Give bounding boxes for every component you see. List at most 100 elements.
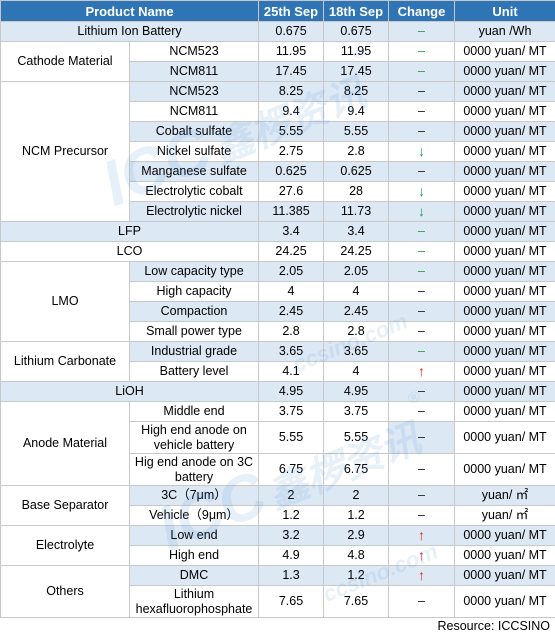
unit-cell: 0000 yuan/ MT	[454, 161, 555, 182]
change-indicator: –	[388, 585, 456, 618]
change-up-arrow-icon: ↑	[388, 565, 456, 586]
price-18-sep-cell: 2	[323, 485, 390, 506]
table-row: Base Separator 3C（7μm） 2 2 – yuan/ ㎡	[0, 485, 555, 526]
header-25th-sep: 25th Sep	[258, 0, 325, 22]
change-indicator: –	[388, 453, 456, 486]
group-label-lmo: LMO	[0, 261, 130, 342]
table-row: Lithium hexafluorophosphate 7.65 7.65 – …	[1, 585, 555, 618]
price-18-sep-cell: 17.45	[323, 61, 390, 82]
price-table: Product Name 25th Sep 18th Sep Change Un…	[0, 0, 555, 618]
unit-cell: yuan/ ㎡	[454, 485, 555, 506]
price-18-sep-cell: 2.8	[323, 141, 390, 162]
price-25-sep-cell: 3.75	[258, 401, 325, 422]
price-18-sep-cell: 6.75	[323, 453, 390, 486]
product-name-cell: LCO	[0, 241, 260, 262]
change-indicator: –	[388, 485, 456, 506]
price-18-sep-cell: 9.4	[323, 101, 390, 122]
product-name-cell: Cobalt sulfate	[128, 121, 260, 142]
unit-cell: 0000 yuan/ MT	[454, 361, 555, 382]
price-18-sep-cell: 1.2	[323, 505, 390, 526]
table-row: NCM811 17.45 17.45 – 0000 yuan/ MT	[1, 61, 555, 82]
price-18-sep-cell: 0.675	[323, 21, 390, 42]
product-name-cell: Electrolytic cobalt	[128, 181, 260, 202]
price-18-sep-cell: 2.9	[323, 525, 390, 546]
price-18-sep-cell: 4.8	[323, 545, 390, 566]
change-indicator: –	[388, 221, 456, 242]
unit-cell: 0000 yuan/ MT	[454, 565, 555, 586]
table-row: LMO Low capacity type 2.05 2.05 – 0000 y…	[0, 261, 555, 342]
change-up-arrow-icon: ↑	[388, 545, 456, 566]
price-25-sep-cell: 4.9	[258, 545, 325, 566]
group-label-cathode: Cathode Material	[0, 41, 130, 82]
table-row: NCM811 9.4 9.4 – 0000 yuan/ MT	[1, 101, 555, 122]
change-indicator: –	[388, 161, 456, 182]
group-label-anode-material: Anode Material	[0, 401, 130, 486]
product-name-cell: DMC	[128, 565, 260, 586]
unit-cell: 0000 yuan/ MT	[454, 321, 555, 342]
price-18-sep-cell: 3.75	[323, 401, 390, 422]
price-25-sep-cell: 2.75	[258, 141, 325, 162]
price-18-sep-cell: 28	[323, 181, 390, 202]
price-25-sep-cell: 2.45	[258, 301, 325, 322]
price-25-sep-cell: 11.95	[258, 41, 325, 62]
change-indicator: –	[388, 341, 456, 362]
product-name-cell: Lithium Ion Battery	[0, 21, 260, 42]
price-25-sep-cell: 1.2	[258, 505, 325, 526]
price-25-sep-cell: 1.3	[258, 565, 325, 586]
change-indicator: –	[388, 381, 456, 402]
unit-cell: 0000 yuan/ MT	[454, 281, 555, 302]
price-18-sep-cell: 2.45	[323, 301, 390, 322]
change-indicator: –	[388, 281, 456, 302]
change-down-arrow-icon: ↓	[388, 181, 456, 202]
price-25-sep-cell: 3.65	[258, 341, 325, 362]
unit-cell: 0000 yuan/ MT	[454, 61, 555, 82]
price-25-sep-cell: 27.6	[258, 181, 325, 202]
header-18th-sep: 18th Sep	[323, 0, 390, 22]
change-indicator: –	[388, 41, 456, 62]
price-18-sep-cell: 4	[323, 281, 390, 302]
unit-cell: 0000 yuan/ MT	[454, 121, 555, 142]
price-18-sep-cell: 2.8	[323, 321, 390, 342]
source-credit: Resource: ICCSINO	[437, 619, 550, 633]
table-row: High end anode on vehicle battery 5.55 5…	[1, 421, 555, 454]
table-row: Others DMC 1.3 1.2 ↑ 0000 yuan/ MT	[0, 565, 555, 618]
header-unit: Unit	[454, 0, 555, 22]
price-18-sep-cell: 5.55	[323, 421, 390, 454]
product-name-cell: 3C（7μm）	[128, 485, 260, 506]
price-25-sep-cell: 2.8	[258, 321, 325, 342]
unit-cell: 0000 yuan/ MT	[454, 41, 555, 62]
price-18-sep-cell: 11.73	[323, 201, 390, 222]
product-name-cell: High end anode on vehicle battery	[128, 421, 260, 454]
change-indicator: –	[388, 21, 456, 42]
unit-cell: 0000 yuan/ MT	[454, 301, 555, 322]
price-18-sep-cell: 11.95	[323, 41, 390, 62]
unit-cell: 0000 yuan/ MT	[454, 401, 555, 422]
price-25-sep-cell: 4.95	[258, 381, 325, 402]
change-indicator: –	[388, 241, 456, 262]
price-25-sep-cell: 24.25	[258, 241, 325, 262]
change-indicator: –	[388, 121, 456, 142]
price-18-sep-cell: 0.625	[323, 161, 390, 182]
price-18-sep-cell: 4.95	[323, 381, 390, 402]
product-name-cell: NCM811	[128, 61, 260, 82]
table-row: Anode Material Middle end 3.75 3.75 – 00…	[0, 401, 555, 486]
price-25-sep-cell: 0.675	[258, 21, 325, 42]
product-name-cell: Small power type	[128, 321, 260, 342]
price-25-sep-cell: 11.385	[258, 201, 325, 222]
price-18-sep-cell: 8.25	[323, 81, 390, 102]
product-name-cell: Low end	[128, 525, 260, 546]
group-label-base-separator: Base Separator	[0, 485, 130, 526]
product-name-cell: Middle end	[128, 401, 260, 422]
price-25-sep-cell: 5.55	[258, 121, 325, 142]
change-indicator: –	[388, 321, 456, 342]
product-name-cell: NCM523	[128, 41, 260, 62]
product-name-cell: LiOH	[0, 381, 260, 402]
table-row: Electrolytic nickel 11.385 11.73 ↓ 0000 …	[1, 201, 555, 222]
product-name-cell: Lithium hexafluorophosphate	[128, 585, 260, 618]
product-name-cell: Compaction	[128, 301, 260, 322]
unit-cell: 0000 yuan/ MT	[454, 421, 555, 454]
price-25-sep-cell: 4.1	[258, 361, 325, 382]
change-up-arrow-icon: ↑	[388, 525, 456, 546]
price-25-sep-cell: 3.4	[258, 221, 325, 242]
